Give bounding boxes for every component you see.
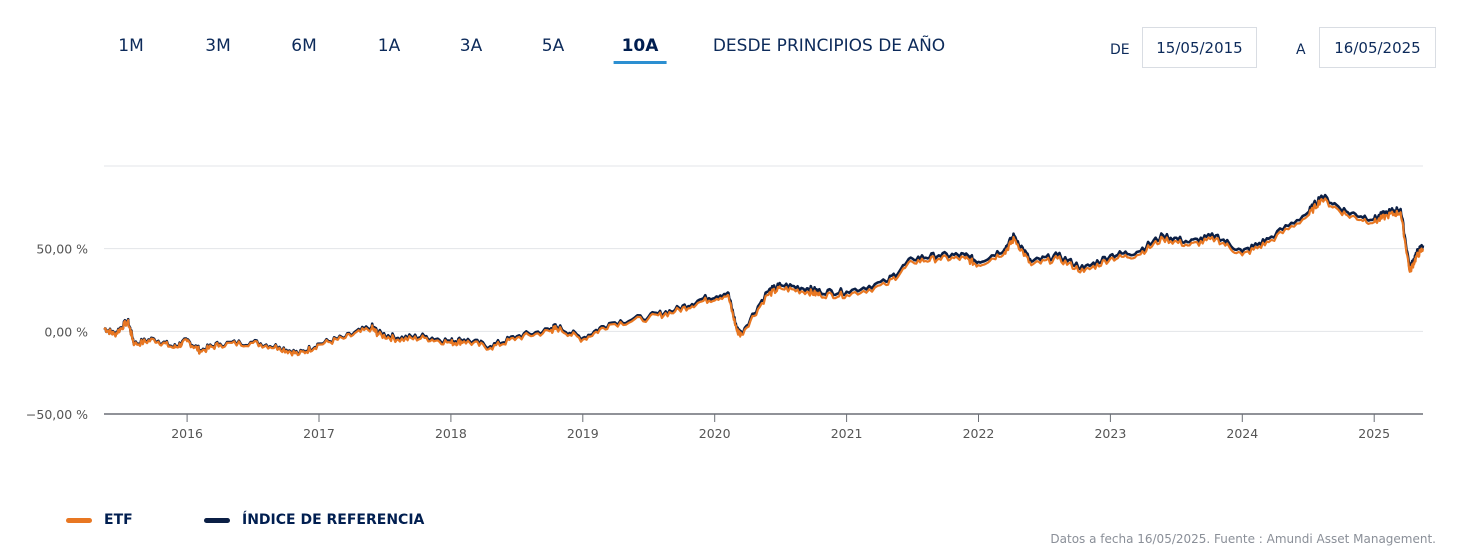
x-tick-label: 2025 [1358,426,1390,441]
legend-index-swatch [204,517,230,523]
legend-etf[interactable]: ETF [66,512,133,528]
x-tick-label: 2023 [1094,426,1126,441]
legend-etf-label: ETF [104,512,133,528]
period-3a[interactable]: 3A [459,36,483,56]
x-tick-label: 2024 [1226,426,1258,441]
period-6m[interactable]: 6M [291,36,317,56]
period-10a[interactable]: 10A [613,36,667,64]
x-tick-label: 2019 [567,426,599,441]
x-tick-label: 2020 [699,426,731,441]
x-tick-label: 2016 [171,426,203,441]
y-tick-label: 0,00 % [44,324,88,339]
period-ytd[interactable]: DESDE PRINCIPIOS DE AÑO [712,36,946,56]
date-to-label: A [1296,42,1306,58]
period-1a[interactable]: 1A [377,36,401,56]
series-line-etf [103,197,1425,357]
date-from-input[interactable]: 15/05/2015 [1142,27,1257,68]
x-tick-label: 2017 [303,426,335,441]
x-tick-label: 2022 [963,426,995,441]
legend-etf-swatch [66,517,92,523]
legend-index[interactable]: ÍNDICE DE REFERENCIA [204,512,424,528]
legend-index-label: ÍNDICE DE REFERENCIA [242,512,425,528]
period-1m[interactable]: 1M [118,36,144,56]
series-line-index [103,193,1425,356]
date-to-input[interactable]: 16/05/2025 [1319,27,1436,68]
performance-chart: −50,00 % 0,00 % 50,00 % 2016 2017 2018 2019 202… [26,165,1425,441]
y-tick-label: −50,00 % [26,407,88,422]
x-tick-label: 2021 [831,426,863,441]
date-from-label: DE [1110,42,1130,58]
period-3m[interactable]: 3M [205,36,231,56]
y-tick-label: 50,00 % [36,242,88,257]
x-tick-label: 2018 [435,426,467,441]
period-5a[interactable]: 5A [541,36,565,56]
source-note: Datos a fecha 16/05/2025. Fuente : Amund… [1050,532,1436,546]
